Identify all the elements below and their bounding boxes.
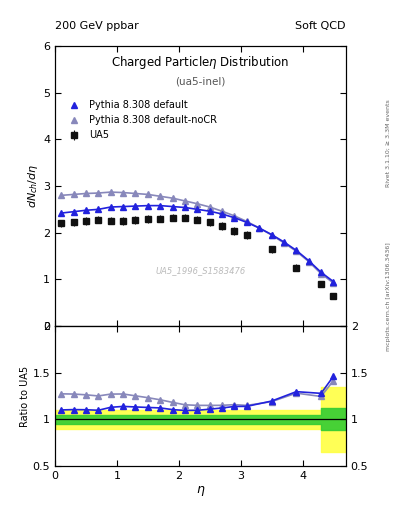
- Pythia 8.308 default: [232, 215, 237, 221]
- Pythia 8.308 default-noCR: [158, 193, 163, 199]
- Pythia 8.308 default-noCR: [232, 213, 237, 219]
- Pythia 8.308 default-noCR: [294, 248, 299, 254]
- X-axis label: $\eta$: $\eta$: [196, 483, 205, 498]
- Pythia 8.308 default-noCR: [220, 208, 224, 215]
- Pythia 8.308 default-noCR: [170, 195, 175, 201]
- Pythia 8.308 default-noCR: [331, 280, 336, 286]
- Pythia 8.308 default: [244, 219, 249, 225]
- Pythia 8.308 default-noCR: [84, 190, 88, 197]
- Pythia 8.308 default-noCR: [282, 240, 286, 246]
- Pythia 8.308 default-noCR: [71, 191, 76, 198]
- Pythia 8.308 default: [71, 208, 76, 215]
- Legend: Pythia 8.308 default, Pythia 8.308 default-noCR, UA5: Pythia 8.308 default, Pythia 8.308 defau…: [61, 96, 221, 144]
- Text: Charged Particle$\eta$ Distribution: Charged Particle$\eta$ Distribution: [111, 54, 290, 72]
- Text: Soft QCD: Soft QCD: [296, 20, 346, 31]
- Text: Rivet 3.1.10; ≥ 3.3M events: Rivet 3.1.10; ≥ 3.3M events: [386, 99, 391, 187]
- Pythia 8.308 default-noCR: [269, 232, 274, 238]
- Text: 200 GeV ppbar: 200 GeV ppbar: [55, 20, 139, 31]
- Pythia 8.308 default-noCR: [244, 219, 249, 225]
- Pythia 8.308 default-noCR: [121, 189, 125, 196]
- Pythia 8.308 default-noCR: [108, 189, 113, 195]
- Pythia 8.308 default-noCR: [59, 193, 64, 199]
- Pythia 8.308 default: [158, 203, 163, 209]
- Pythia 8.308 default: [208, 208, 212, 215]
- Pythia 8.308 default: [133, 203, 138, 209]
- Pythia 8.308 default: [331, 279, 336, 285]
- Pythia 8.308 default: [220, 211, 224, 217]
- Pythia 8.308 default-noCR: [183, 198, 187, 204]
- Pythia 8.308 default: [121, 203, 125, 209]
- Pythia 8.308 default: [282, 239, 286, 245]
- Pythia 8.308 default: [145, 203, 150, 209]
- Pythia 8.308 default: [84, 207, 88, 214]
- Pythia 8.308 default-noCR: [319, 271, 323, 277]
- Pythia 8.308 default: [108, 204, 113, 210]
- Pythia 8.308 default-noCR: [195, 201, 200, 207]
- Text: UA5_1996_S1583476: UA5_1996_S1583476: [155, 267, 246, 275]
- Text: (ua5-inel): (ua5-inel): [175, 77, 226, 87]
- Pythia 8.308 default: [59, 210, 64, 216]
- Pythia 8.308 default-noCR: [208, 204, 212, 210]
- Pythia 8.308 default: [183, 204, 187, 210]
- Pythia 8.308 default-noCR: [133, 190, 138, 197]
- Line: Pythia 8.308 default: Pythia 8.308 default: [59, 203, 336, 285]
- Pythia 8.308 default-noCR: [145, 191, 150, 198]
- Pythia 8.308 default: [269, 231, 274, 238]
- Pythia 8.308 default-noCR: [257, 225, 262, 231]
- Pythia 8.308 default: [294, 247, 299, 253]
- Pythia 8.308 default-noCR: [307, 259, 311, 265]
- Pythia 8.308 default: [319, 269, 323, 275]
- Pythia 8.308 default: [307, 258, 311, 264]
- Y-axis label: Ratio to UA5: Ratio to UA5: [20, 366, 30, 426]
- Y-axis label: $dN_{ch}/d\eta$: $dN_{ch}/d\eta$: [26, 164, 40, 208]
- Pythia 8.308 default: [170, 203, 175, 209]
- Text: mcplots.cern.ch [arXiv:1306.3436]: mcplots.cern.ch [arXiv:1306.3436]: [386, 243, 391, 351]
- Pythia 8.308 default: [96, 206, 101, 212]
- Pythia 8.308 default: [195, 206, 200, 212]
- Pythia 8.308 default: [257, 225, 262, 231]
- Pythia 8.308 default-noCR: [96, 190, 101, 196]
- Line: Pythia 8.308 default-noCR: Pythia 8.308 default-noCR: [59, 189, 336, 286]
